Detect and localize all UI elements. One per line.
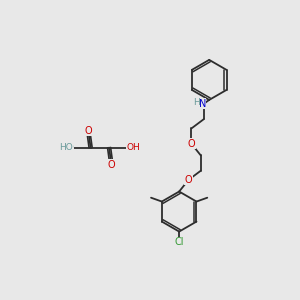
Text: HO: HO xyxy=(60,143,74,152)
Text: O: O xyxy=(188,139,195,149)
Text: H: H xyxy=(126,143,133,152)
Text: Cl: Cl xyxy=(174,237,184,248)
Text: O: O xyxy=(108,160,115,170)
Text: HO: HO xyxy=(59,143,73,152)
Text: O: O xyxy=(85,126,92,136)
Text: OH: OH xyxy=(127,143,141,152)
Text: O: O xyxy=(184,175,192,185)
Text: N: N xyxy=(199,99,206,109)
Text: H: H xyxy=(193,98,200,107)
